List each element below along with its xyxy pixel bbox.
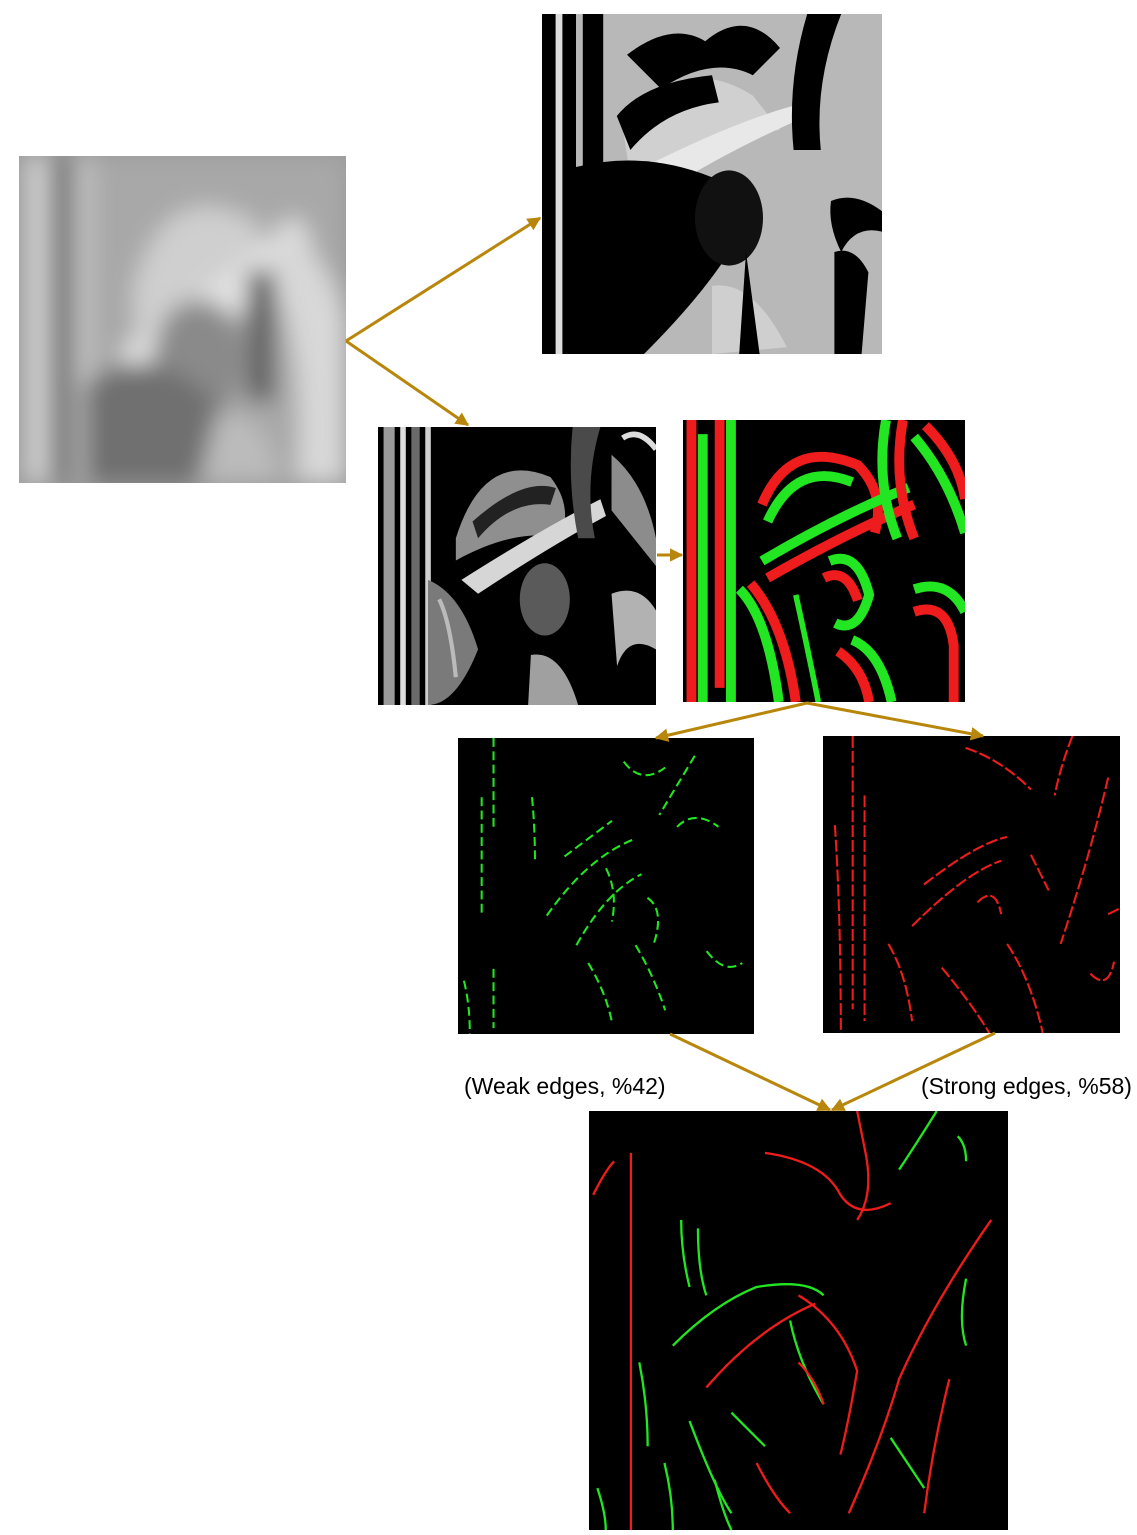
arrow-to-magnitude [345, 216, 542, 343]
weak-edges-image [458, 738, 754, 1034]
arrow-to-direction [345, 339, 470, 427]
gradient-direction-image [378, 427, 656, 705]
strong-edges-caption: (Strong edges, %58) [921, 1073, 1132, 1099]
weak-edges-caption: (Weak edges, %42) [464, 1073, 666, 1099]
blurred-input-image [19, 156, 346, 483]
thresholded-edges-image [683, 420, 965, 702]
strong-edges-image [823, 736, 1120, 1033]
arrow-to-strong [806, 701, 985, 741]
arrow-to-weak [654, 701, 808, 742]
arrow-weak-to-final [669, 1032, 832, 1112]
final-edges-image [589, 1111, 1008, 1530]
gradient-magnitude-image [542, 14, 882, 354]
